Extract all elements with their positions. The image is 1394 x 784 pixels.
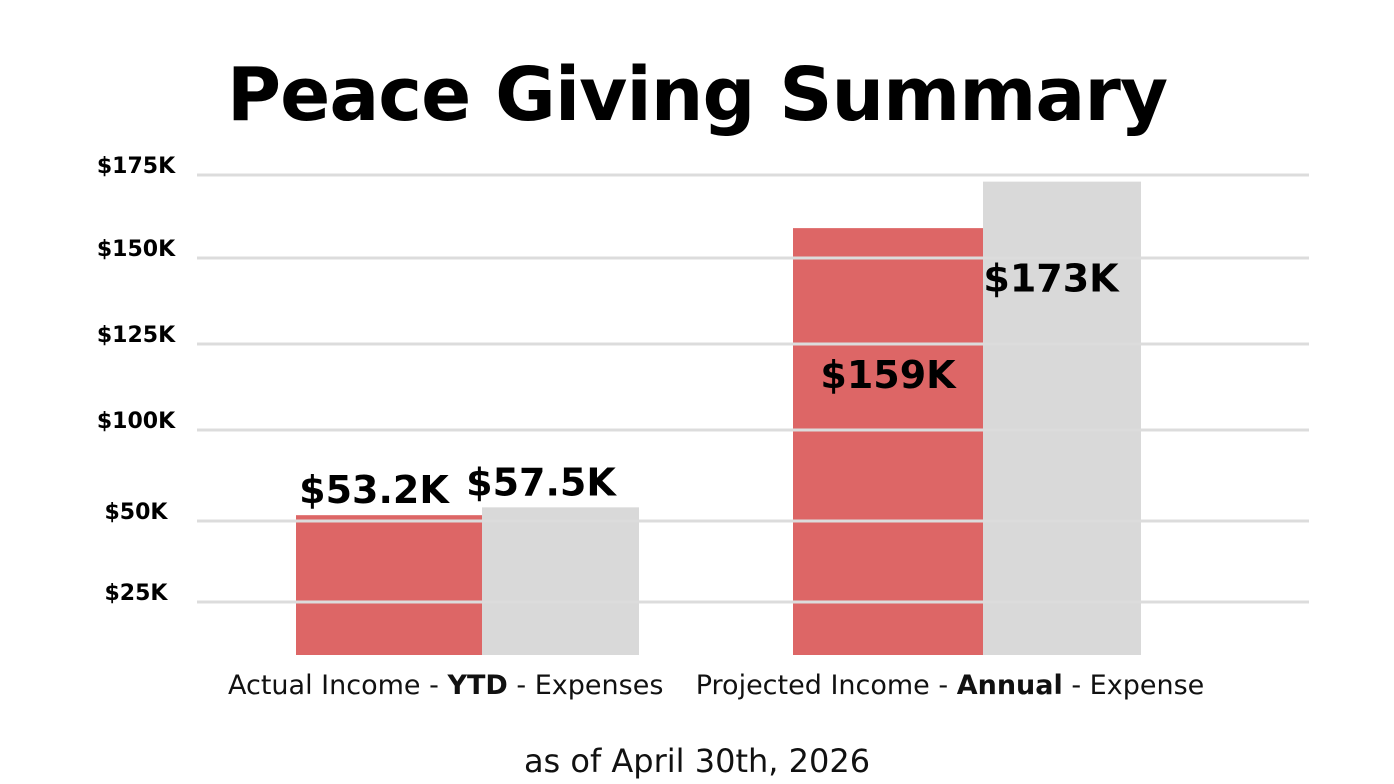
category-label-pre: Actual Income -	[228, 670, 448, 701]
y-tick-label-3: $125K	[97, 323, 176, 348]
category-label-bold: Annual	[956, 670, 1063, 701]
y-tick-label-5: $175K	[97, 154, 176, 179]
category-label-ytd: Actual Income - YTD - Expenses	[228, 670, 663, 701]
data-label-s0-c1: $159K	[820, 353, 957, 397]
y-tick-label-2: $100K	[97, 409, 176, 434]
grid-layer	[197, 173, 1309, 604]
bars-layer	[296, 181, 1141, 655]
y-axis-ticks: $25K $50K $100K $125K $150K $175K	[97, 154, 176, 606]
y-tick-label-1: $50K	[105, 500, 169, 525]
category-label-annual: Projected Income - Annual - Expense	[695, 670, 1205, 701]
bar-s1-c0	[482, 507, 639, 655]
bar-s0-c1	[793, 228, 983, 655]
category-label-pre: Projected Income -	[695, 670, 957, 701]
y-tick-label-0: $25K	[105, 581, 169, 606]
y-tick-label-4: $150K	[97, 237, 176, 262]
data-label-s0-c0: $53.2K	[299, 468, 450, 512]
bar-s0-c0	[296, 515, 482, 655]
data-label-s1-c1: $173K	[983, 257, 1120, 301]
chart-title: Peace Giving Summary	[226, 52, 1168, 138]
as-of-date: as of April 30th, 2026	[523, 742, 871, 780]
bar-s1-c1	[983, 181, 1141, 655]
category-label-post: - Expenses	[507, 670, 664, 701]
category-label-post: - Expense	[1062, 670, 1205, 701]
data-label-s1-c0: $57.5K	[466, 460, 617, 504]
data-labels: $53.2K $159K $57.5K $173K	[299, 257, 1120, 513]
category-label-bold: YTD	[447, 670, 508, 701]
